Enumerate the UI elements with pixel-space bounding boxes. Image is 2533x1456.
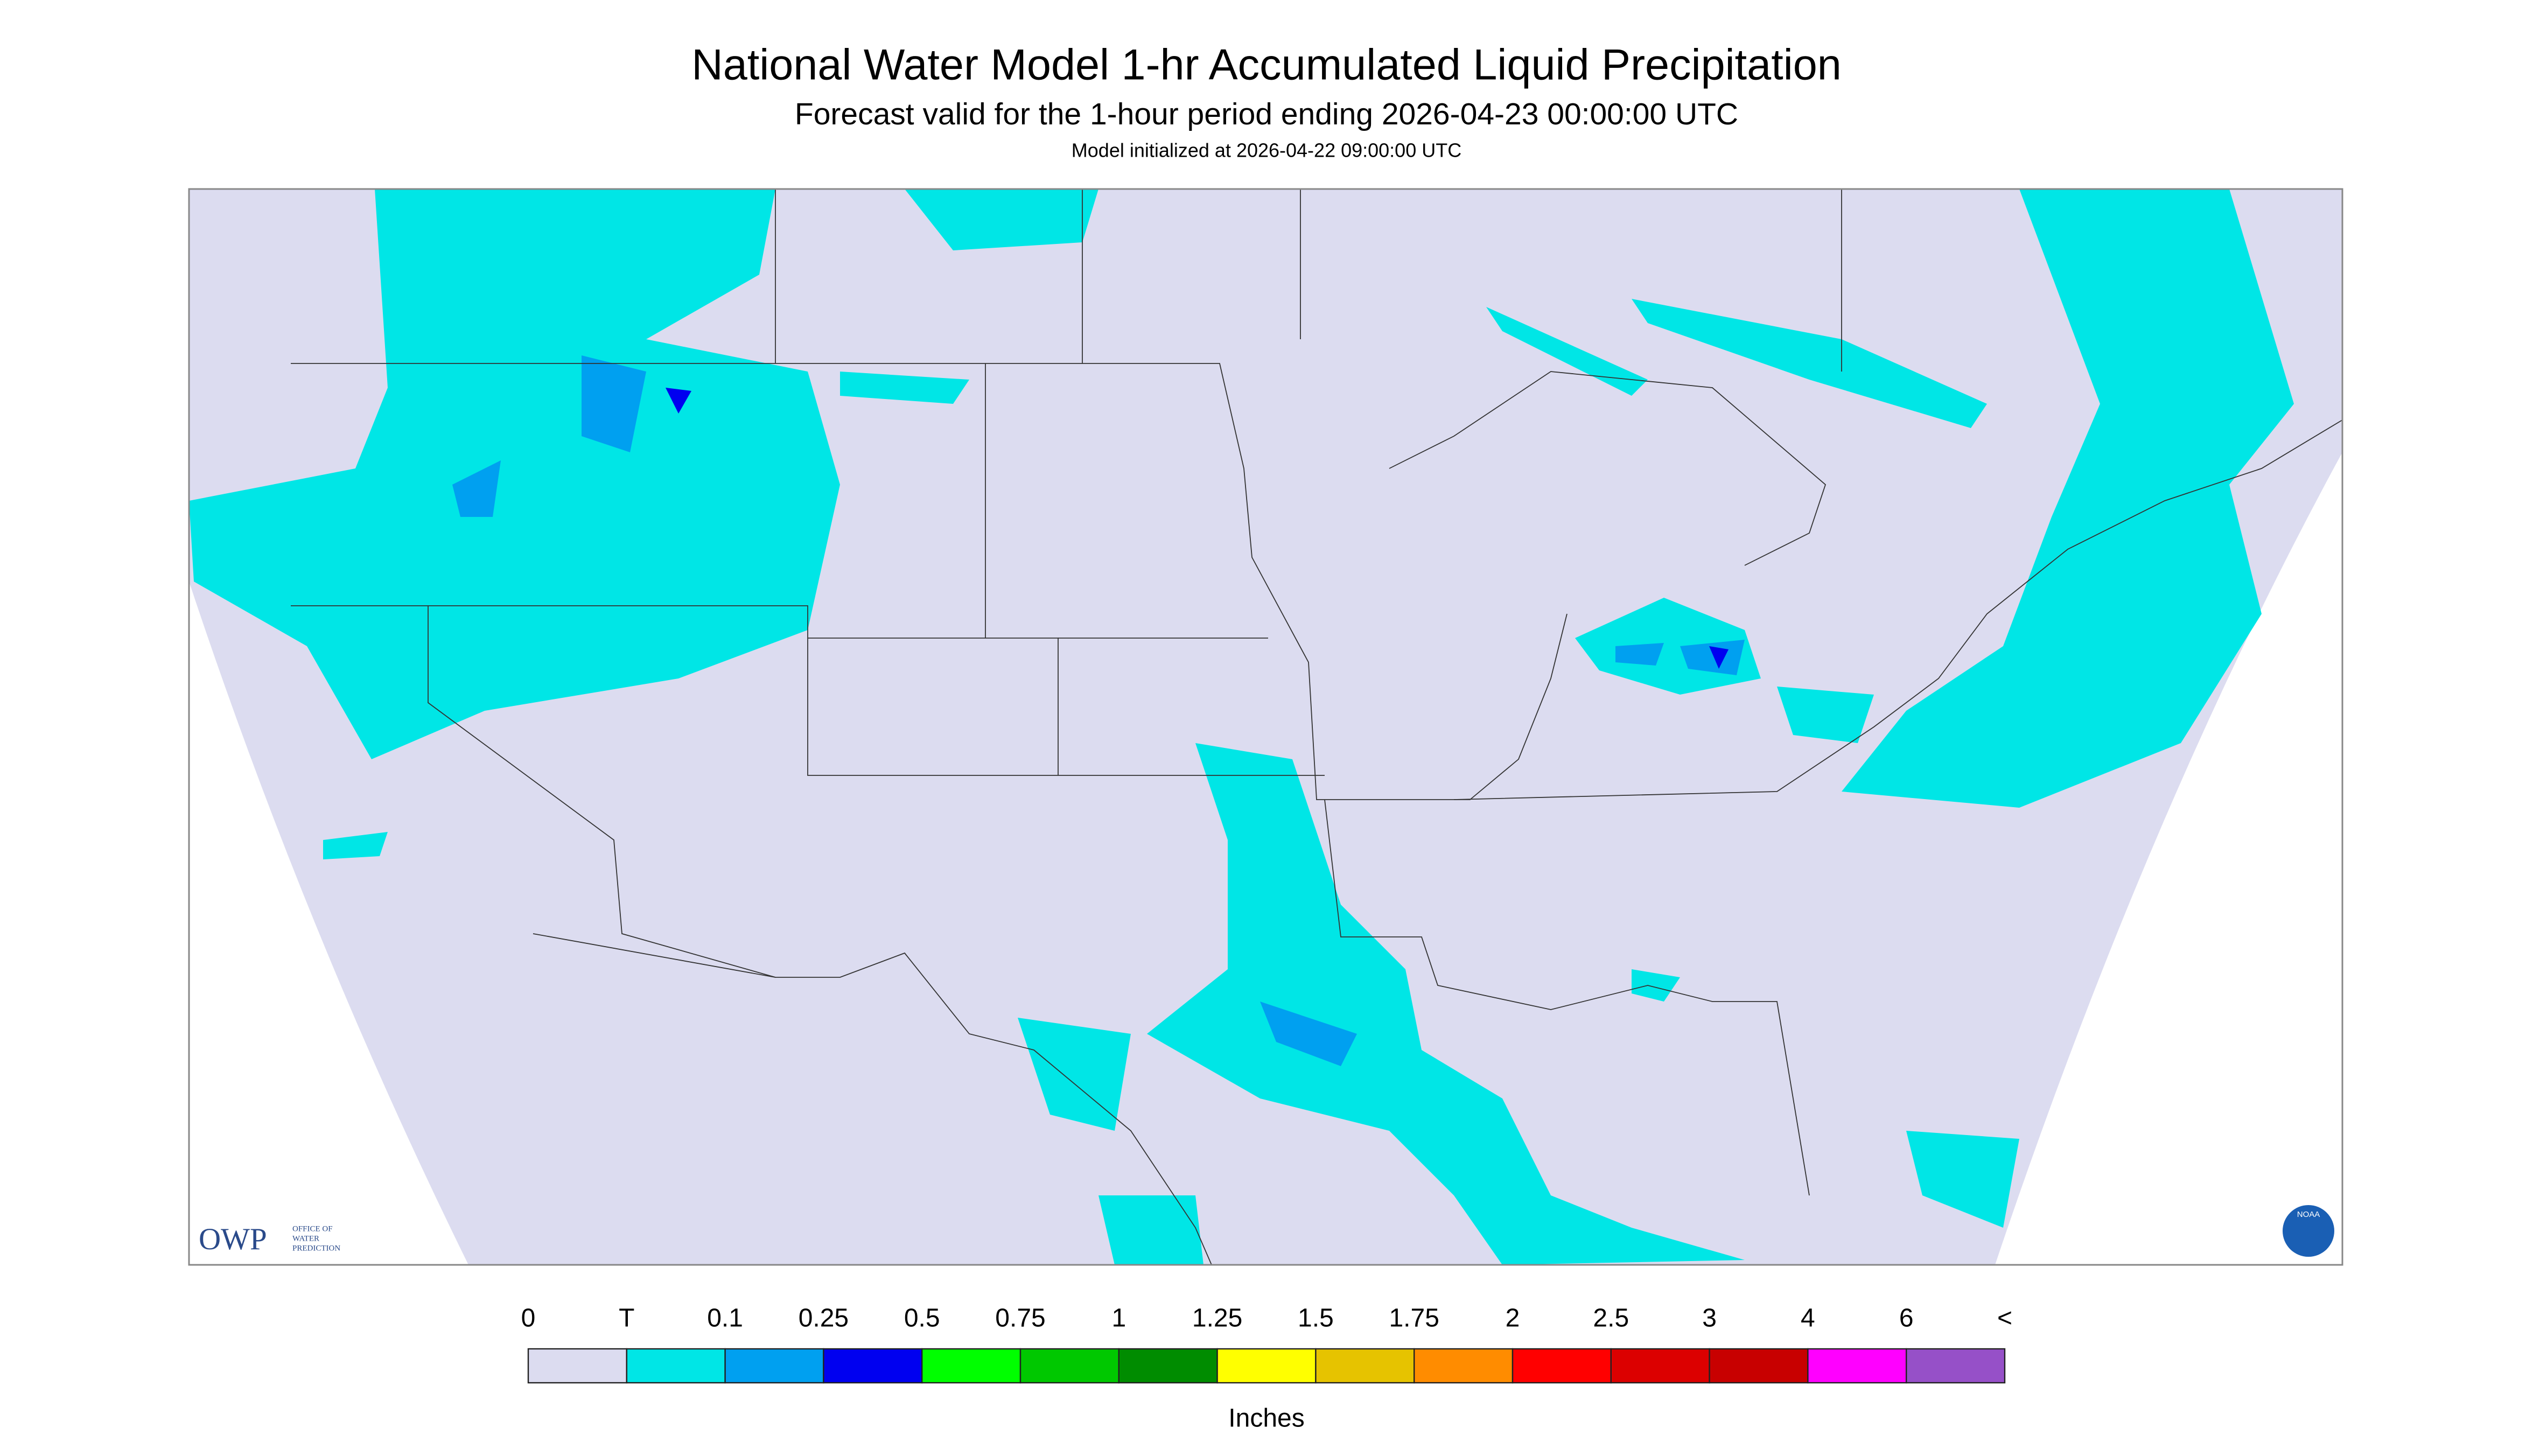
owp-logo-line: PREDICTION bbox=[292, 1244, 340, 1252]
legend-swatch bbox=[1512, 1348, 1612, 1384]
legend-swatch bbox=[1216, 1348, 1317, 1384]
legend-label: 0.1 bbox=[707, 1304, 743, 1333]
legend-swatch bbox=[1807, 1348, 1907, 1384]
legend-label: 1.5 bbox=[1298, 1304, 1334, 1333]
legend-label: 2.5 bbox=[1593, 1304, 1629, 1333]
legend-swatch bbox=[1315, 1348, 1415, 1384]
owp-logo-line: WATER bbox=[292, 1234, 319, 1243]
noaa-logo-text: NOAA bbox=[2297, 1210, 2320, 1219]
legend-swatch bbox=[1414, 1348, 1514, 1384]
boundaries bbox=[291, 189, 2343, 1265]
owp-logo-line: OFFICE OF bbox=[292, 1224, 333, 1233]
legend-label: 0.5 bbox=[904, 1304, 940, 1333]
legend-swatch bbox=[1118, 1348, 1218, 1384]
legend-label: 0.25 bbox=[799, 1304, 849, 1333]
legend-label: 4 bbox=[1801, 1304, 1815, 1333]
owp-logo: OWP bbox=[199, 1222, 267, 1256]
noaa-logo bbox=[2283, 1205, 2334, 1257]
legend-swatch bbox=[1709, 1348, 1809, 1384]
legend-label: 6 bbox=[1899, 1304, 1914, 1333]
legend-swatch bbox=[823, 1348, 923, 1384]
legend-label: 3 bbox=[1702, 1304, 1717, 1333]
legend-swatch bbox=[1019, 1348, 1120, 1384]
legend-swatch bbox=[527, 1348, 628, 1384]
map-frame bbox=[188, 188, 2343, 1266]
legend-label: 1.75 bbox=[1389, 1304, 1439, 1333]
legend-units: Inches bbox=[1228, 1404, 1304, 1433]
precip-moderate bbox=[452, 355, 1745, 1067]
legend-label: 2 bbox=[1506, 1304, 1520, 1333]
legend-label: 0 bbox=[521, 1304, 536, 1333]
legend-label: 1.25 bbox=[1192, 1304, 1242, 1333]
title: National Water Model 1-hr Accumulated Li… bbox=[691, 40, 1842, 89]
legend-label: T bbox=[619, 1304, 634, 1333]
precip-heavy bbox=[666, 388, 1729, 669]
legend-swatch bbox=[921, 1348, 1021, 1384]
init-time: Model initialized at 2026-04-22 09:00:00… bbox=[1072, 139, 1461, 162]
legend-swatch bbox=[1905, 1348, 2006, 1384]
legend-label: 0.75 bbox=[995, 1304, 1045, 1333]
legend-swatch bbox=[626, 1348, 726, 1384]
legend-label: < bbox=[1997, 1304, 2012, 1333]
subtitle: Forecast valid for the 1-hour period end… bbox=[795, 97, 1738, 131]
legend-swatch bbox=[1610, 1348, 1710, 1384]
legend-label: 1 bbox=[1111, 1304, 1126, 1333]
legend: 0 T 0.1 0.25 0.5 0.75 1 1.25 1.5 1.75 2 2.5 3 4 6 < bbox=[521, 1304, 2012, 1384]
legend-swatch bbox=[724, 1348, 824, 1384]
